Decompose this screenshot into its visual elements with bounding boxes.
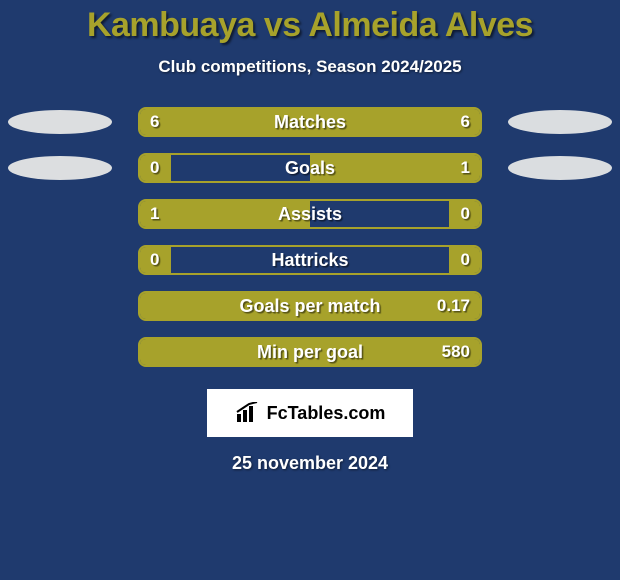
metric-row: 00Hattricks <box>0 241 620 287</box>
branding-text: FcTables.com <box>267 403 386 424</box>
metric-label: Matches <box>140 109 480 135</box>
comparison-infographic: Kambuaya vs Almeida Alves Club competiti… <box>0 0 620 580</box>
metric-bar: 00Hattricks <box>138 245 482 275</box>
page-title: Kambuaya vs Almeida Alves <box>0 6 620 45</box>
player-right-name: Almeida Alves <box>308 6 533 44</box>
metric-row: 0.17Goals per match <box>0 287 620 333</box>
team-badge-left <box>8 110 112 134</box>
metric-label: Goals <box>140 155 480 181</box>
team-badge-right <box>508 156 612 180</box>
metric-label: Assists <box>140 201 480 227</box>
title-vs: vs <box>264 6 301 44</box>
chart-icon <box>235 402 261 424</box>
metric-label: Hattricks <box>140 247 480 273</box>
subtitle: Club competitions, Season 2024/2025 <box>0 57 620 77</box>
metric-row: 66Matches <box>0 103 620 149</box>
metric-row: 580Min per goal <box>0 333 620 379</box>
metric-rows: 66Matches 01Goals 10Assists 00Hattricks 0.17… <box>0 103 620 379</box>
metric-label: Min per goal <box>140 339 480 365</box>
team-badge-right <box>508 110 612 134</box>
metric-bar: 0.17Goals per match <box>138 291 482 321</box>
branding-badge: FcTables.com <box>207 389 413 437</box>
metric-row: 01Goals <box>0 149 620 195</box>
metric-bar: 580Min per goal <box>138 337 482 367</box>
metric-bar: 66Matches <box>138 107 482 137</box>
metric-bar: 10Assists <box>138 199 482 229</box>
team-badge-left <box>8 156 112 180</box>
metric-bar: 01Goals <box>138 153 482 183</box>
metric-label: Goals per match <box>140 293 480 319</box>
player-left-name: Kambuaya <box>87 6 255 44</box>
date-label: 25 november 2024 <box>0 453 620 474</box>
metric-row: 10Assists <box>0 195 620 241</box>
